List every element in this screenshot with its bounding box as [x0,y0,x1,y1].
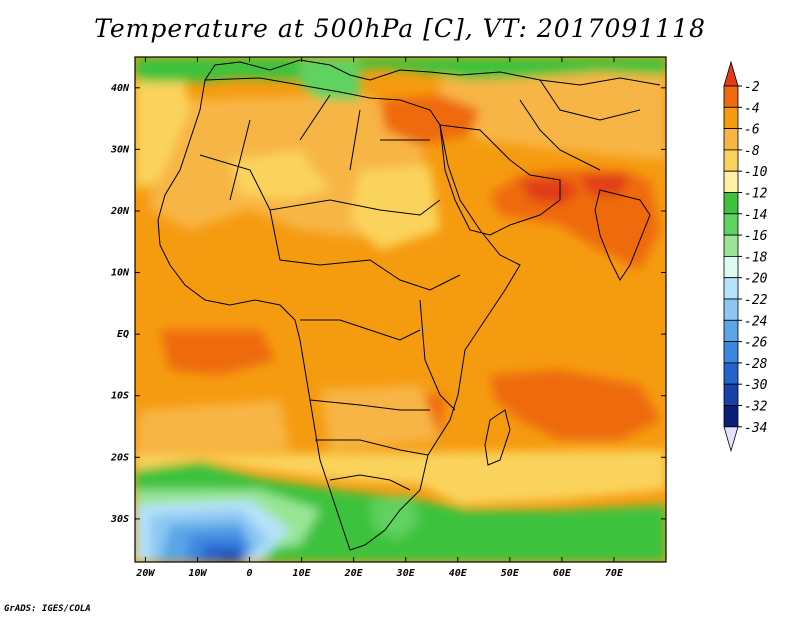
latitude-ticks: 40N 30N 20N 10N EQ 10S 20S 30S [110,83,666,525]
colorbar-swatch [723,362,739,385]
colorbar-label: -4 [744,101,760,116]
chart-title: Temperature at 500hPa [C], VT: 201709111… [94,14,706,43]
coastlines [157,59,661,551]
longitude-ticks: 20W 10W 0 10E 20E 30E 40E 50E 60E 70E [135,57,624,579]
lat-tick-label: 20N [110,206,130,217]
colorbar-label: -24 [744,314,767,329]
plot-frame [134,56,667,563]
colorbar-swatch [723,128,739,151]
colorbar-swatch [723,405,739,428]
colorbar-swatch [723,298,739,321]
lat-tick-label: 30N [110,144,130,155]
colorbar-label: -6 [744,123,760,138]
lon-tick-label: 30E [396,568,416,579]
colorbar-label: -28 [744,357,768,372]
colorbar-label: -8 [744,144,760,159]
colorbar-label: -26 [744,336,768,351]
colorbar-swatch [723,106,739,130]
colorbar-label: -32 [744,400,768,415]
grads-credit: GrADS: IGES/COLA [4,604,91,614]
colorbar-label: -30 [744,378,768,393]
lon-tick-label: 10E [293,568,312,579]
colorbar-label: -2 [744,80,760,95]
colorbar-swatch [723,213,739,236]
colorbar-bottom-arrow [723,426,739,453]
colorbar-swatch [723,234,739,257]
colorbar-label: -12 [744,187,768,202]
colorbar-swatch [723,149,739,172]
colorbar-swatch [723,277,739,300]
colorbar-label: -20 [744,272,768,287]
colorbar-label: -10 [744,165,768,180]
lon-tick-label: 70E [605,568,624,579]
lat-tick-label: 20S [110,452,129,463]
colorbar-label: -34 [744,421,767,436]
colorbar-swatch [723,383,739,406]
lon-tick-label: 60E [553,568,572,579]
lat-tick-label: 40N [111,83,130,94]
colorbar-top-arrow [723,60,739,87]
colorbar-swatch [723,85,739,108]
colorbar-label: -14 [744,208,767,223]
colorbar-swatch [723,170,739,193]
lon-tick-label: 50E [501,568,520,579]
lon-tick-label: 20W [135,568,155,579]
colorbar-swatch [723,319,739,342]
lat-tick-label: 10S [111,391,129,402]
colorbar-swatch [723,255,739,279]
lon-tick-label: 40E [449,568,468,579]
lon-tick-label: 20E [344,568,364,579]
lat-tick-label: 10N [111,268,130,279]
colorbar-swatch [723,341,739,364]
lon-tick-label: 10W [188,568,207,579]
lon-tick-label: 0 [247,568,253,579]
temperature-field [135,57,666,562]
colorbar-label: -16 [744,229,768,244]
colorbar-label: -22 [744,293,768,308]
lat-tick-label: EQ [117,329,129,340]
colorbar-label: -18 [744,250,768,265]
lat-tick-label: 30S [110,514,129,525]
colorbar: -2 -4 -6 -8 -10 -12 -14 -16 -18 -20 -22 -24 -26 -28 -3… [723,60,768,453]
colorbar-swatch [723,192,739,215]
